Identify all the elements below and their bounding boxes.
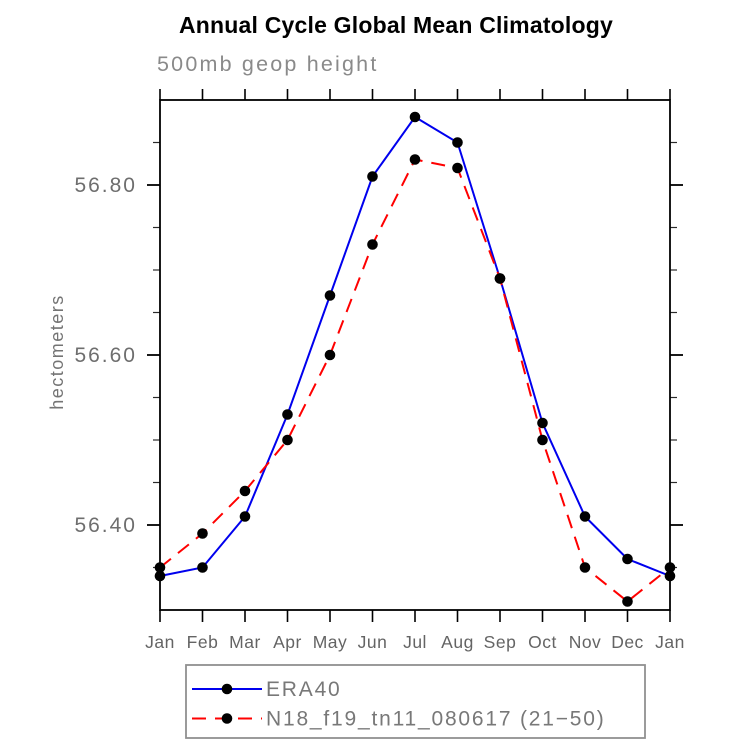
data-point-ERA40-Aug	[452, 137, 463, 148]
data-point-ERA40-Jan	[154, 570, 166, 582]
month-label-Jan: Jan	[145, 632, 175, 652]
plot-frame	[159, 99, 671, 611]
chart-title: Annual Cycle Global Mean Climatology	[178, 12, 614, 38]
data-point-ERA40-Feb	[197, 562, 208, 573]
data-point-ERA40-Oct	[537, 417, 548, 429]
y-tick-label: 56.60	[74, 344, 137, 367]
data-point-N18_f19_tn11_080617-Oct	[537, 434, 548, 446]
data-point-N18_f19_tn11_080617-Apr	[282, 434, 293, 446]
data-point-ERA40-Jul	[409, 111, 421, 123]
data-point-N18_f19_tn11_080617-Sep	[494, 273, 506, 284]
month-label-Jan: Jan	[655, 632, 685, 652]
data-point-ERA40-Dec	[622, 553, 633, 565]
month-label-Sep: Sep	[484, 632, 517, 652]
legend-label: ERA40	[266, 678, 342, 701]
axis-ticks	[147, 89, 683, 622]
month-label-Nov: Nov	[569, 632, 602, 652]
month-label-Mar: Mar	[229, 632, 261, 652]
month-label-Feb: Feb	[187, 632, 219, 652]
chart-subtitle: 500mb geop height	[157, 52, 379, 76]
legend-label: N18_f19_tn11_080617 (21−50)	[266, 708, 606, 731]
data-point-ERA40-Apr	[282, 409, 293, 420]
data-point-ERA40-Mar	[239, 511, 251, 522]
axis-tick-labels: 56.40 56.60 56.80 Jan Feb Mar Apr May Jun Jul Aug S…	[74, 174, 684, 652]
month-label-Apr: Apr	[273, 632, 302, 652]
data-point-N18_f19_tn11_080617-Feb	[197, 528, 208, 539]
series-line-ERA40	[159, 115, 671, 577]
data-point-N18_f19_tn11_080617-Jul	[409, 154, 421, 165]
legend-box	[185, 664, 646, 739]
data-point-N18_f19_tn11_080617-Jun	[367, 239, 378, 250]
data-point-N18_f19_tn11_080617-May	[324, 349, 336, 361]
data-point-N18_f19_tn11_080617-Dec	[622, 596, 633, 607]
y-tick-label: 56.80	[74, 174, 137, 197]
month-label-Oct: Oct	[528, 632, 557, 652]
data-point-N18_f19_tn11_080617-Mar	[239, 485, 251, 497]
series-line-N18-f19-tn11-080617-21-50-	[159, 158, 671, 603]
month-label-Dec: Dec	[611, 632, 644, 652]
data-point-ERA40-Jan	[664, 570, 676, 582]
data-point-N18_f19_tn11_080617-Nov	[579, 562, 591, 573]
data-point-ERA40-May	[324, 290, 336, 301]
data-point-ERA40-Nov	[579, 511, 591, 522]
month-label-Jul: Jul	[403, 632, 427, 652]
legend: ERA40 N18_f19_tn11_080617 (21−50)	[185, 664, 646, 739]
data-point-ERA40-Jun	[367, 171, 378, 182]
month-label-Jun: Jun	[358, 632, 388, 652]
data-series	[154, 111, 676, 607]
data-point-N18_f19_tn11_080617-Jan	[664, 562, 676, 573]
data-point-N18_f19_tn11_080617-Jan	[154, 562, 166, 573]
chart-frame	[159, 99, 671, 611]
legend-marker	[221, 683, 233, 695]
legend-marker	[221, 713, 233, 724]
month-label-Aug: Aug	[441, 632, 474, 652]
month-label-May: May	[313, 632, 348, 652]
data-point-N18_f19_tn11_080617-Aug	[452, 162, 463, 174]
y-tick-label: 56.40	[74, 514, 137, 537]
